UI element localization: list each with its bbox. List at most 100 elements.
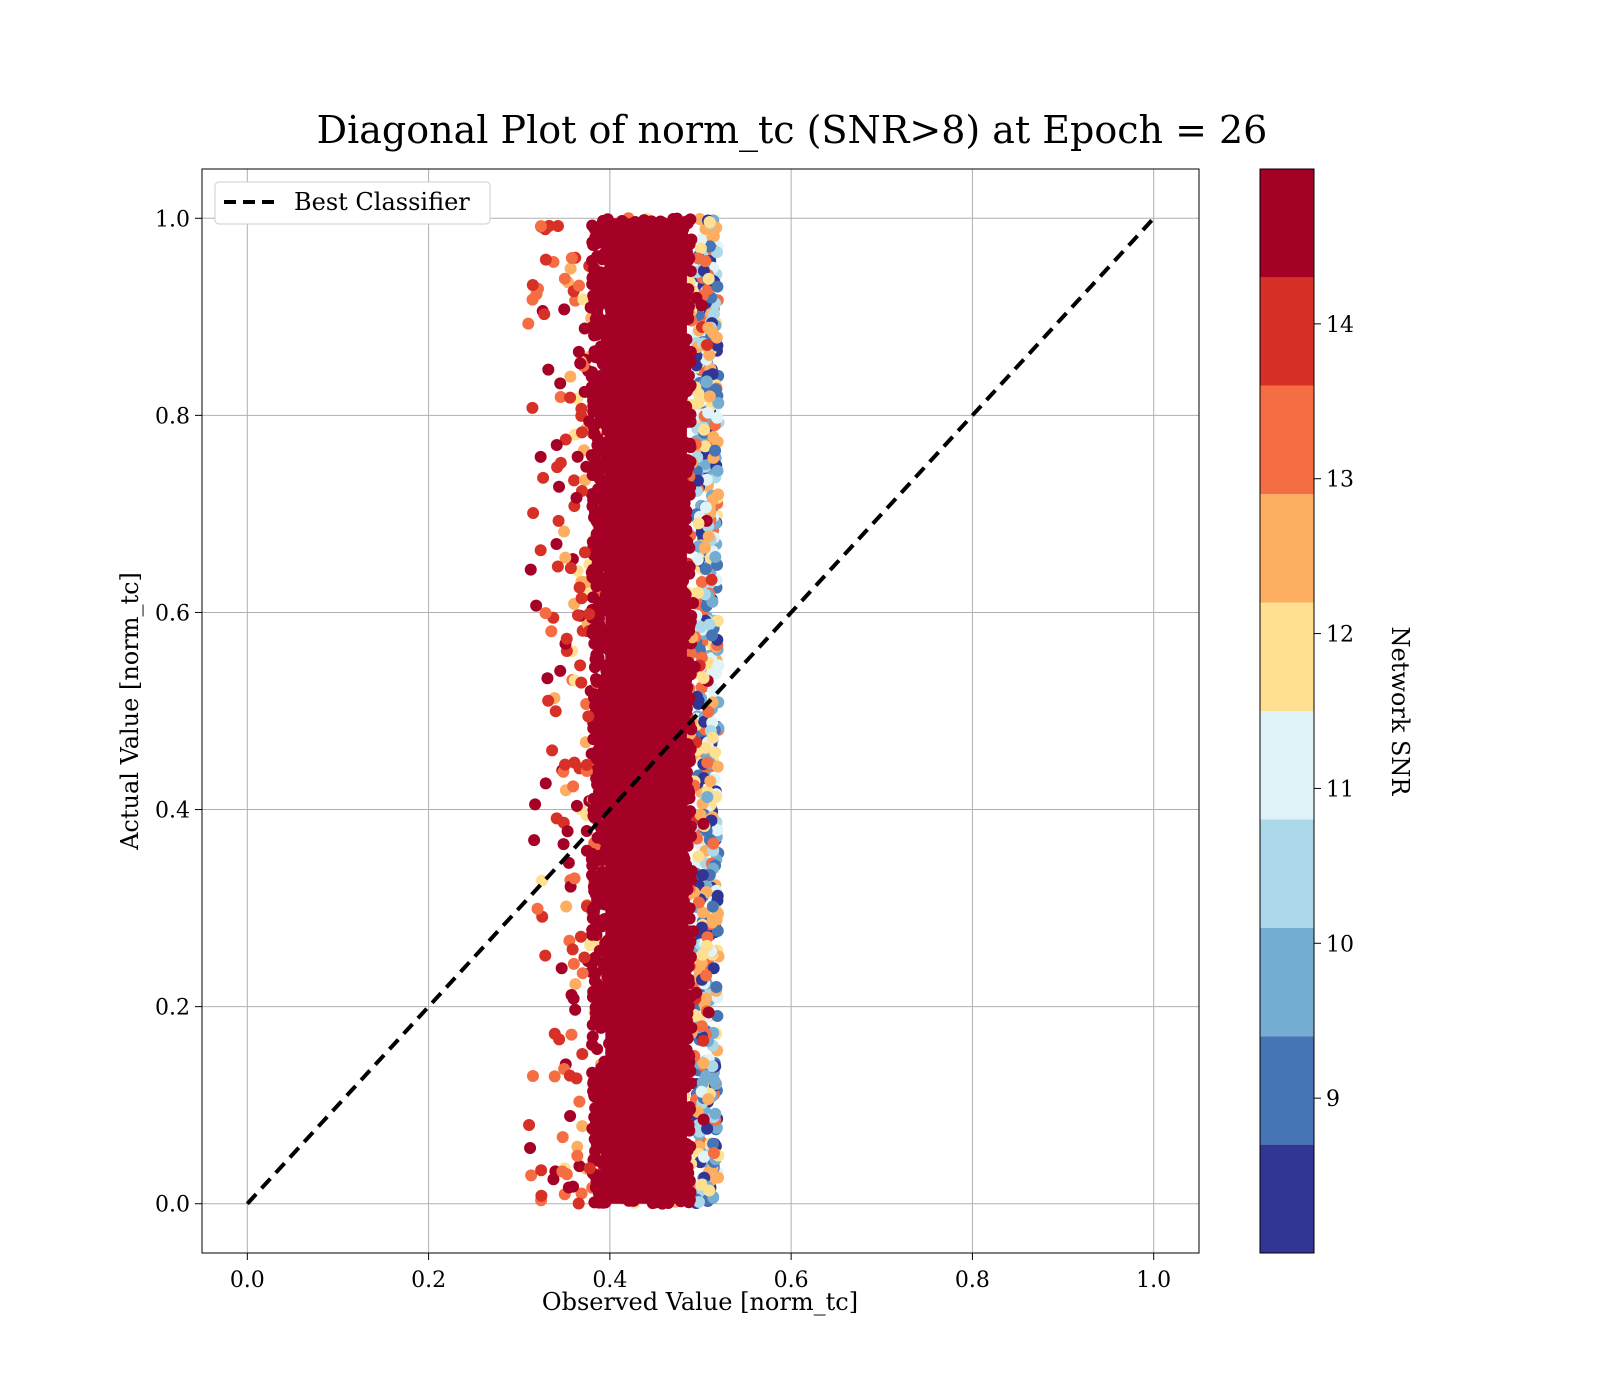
scatter-point [571,450,584,463]
scatter-point [569,1003,582,1016]
legend-label-best-classifier: Best Classifier [294,188,470,216]
scatter-point [692,1195,705,1208]
scatter-point [561,825,574,838]
scatter-point [695,1178,708,1191]
scatter-point [695,233,708,246]
scatter-point [584,301,597,314]
scatter-point [697,1113,710,1126]
scatter-point [534,544,547,557]
scatter-point [684,820,697,833]
x-axis-ticks: 0.0 0.2 0.4 0.6 0.8 1.0 [230,1253,1171,1293]
scatter-point [591,716,604,729]
scatter-point [701,931,714,944]
colorbar-tick-label: 11 [1326,777,1354,802]
scatter-dense-core [605,218,687,1204]
scatter-point [695,1020,708,1033]
scatter-point [702,530,715,543]
scatter-point [575,592,588,605]
scatter-point [530,599,543,612]
colorbar-band [1260,819,1314,928]
scatter-point [699,255,712,268]
legend-box [214,181,491,225]
scatter-point [694,391,707,404]
scatter-point [522,317,535,330]
scatter-point [555,962,568,975]
colorbar-band [1260,169,1314,278]
scatter-point [592,612,605,625]
x-tick-label: 0.6 [774,1268,809,1293]
scatter-point [595,369,608,382]
scatter-point [568,474,581,487]
scatter-point [566,943,579,956]
colorbar-label: Network SNR [1386,627,1414,797]
scatter-point [567,957,580,970]
scatter-point [589,1181,602,1194]
scatter-point [711,280,724,293]
scatter-point [692,896,705,909]
y-tick-label: 0.2 [155,996,190,1021]
colorbar-band [1260,1144,1314,1253]
scatter-point [703,390,716,403]
scatter-point [587,880,600,893]
scatter-point [586,1018,599,1031]
scatter-point [551,560,564,573]
scatter-point [707,962,720,975]
scatter-point [580,758,593,771]
y-tick-label: 0.6 [155,601,190,626]
best-classifier-line [245,216,1156,1206]
scatter-point [593,787,606,800]
x-tick-label: 0.4 [592,1268,627,1293]
scatter-point [692,586,705,599]
legend: Best Classifier [214,181,491,225]
scatter-point [575,676,588,689]
plot-frame [201,168,1200,1254]
scatter-point [707,1146,720,1159]
scatter-point [564,370,577,383]
scatter-point [592,851,605,864]
scatter-point [594,893,607,906]
scatter-point [572,1197,585,1210]
scatter-point [709,1107,722,1120]
scatter-point [587,405,600,418]
scatter-point [705,573,718,586]
scatter-point [541,672,554,685]
scatter-point [698,1150,711,1163]
scatter-point [558,272,571,285]
colorbar-band [1260,1036,1314,1145]
scatter-point [694,808,707,821]
scatter-point [550,538,563,551]
scatter-point [554,664,567,677]
scatter-point [569,978,582,991]
scatter-point [698,423,711,436]
scatter-point [583,608,596,621]
scatter-point [570,491,583,504]
scatter-point [701,756,714,769]
scatter-point [702,272,715,285]
scatter-point [692,517,705,530]
scatter-point [591,439,604,452]
reference-line-group [245,216,1156,1206]
scatter-point [575,426,588,439]
scatter-point [712,397,725,410]
scatter-point [587,985,600,998]
scatter-points [522,212,725,1210]
scatter-point [700,992,713,1005]
scatter-point [550,812,563,825]
scatter-point [528,834,541,847]
scatter-point [694,242,707,255]
scatter-point [571,609,584,622]
scatter-point [539,253,552,266]
colorbar-band [1260,711,1314,820]
scatter-point [557,838,570,851]
scatter-point [551,461,564,474]
scatter-point [582,710,595,723]
scatter-point [556,1165,569,1178]
x-tick-label: 0.0 [230,1268,265,1293]
scatter-point [526,293,539,306]
scatter-point [711,924,724,937]
colorbar-band [1260,602,1314,711]
scatter-point [700,473,713,486]
scatter-point [589,1170,602,1183]
colorbar-tick-label: 13 [1326,468,1354,493]
colorbar-bands [1260,169,1314,1253]
